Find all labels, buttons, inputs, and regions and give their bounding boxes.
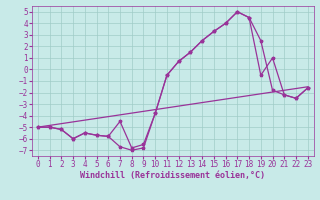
X-axis label: Windchill (Refroidissement éolien,°C): Windchill (Refroidissement éolien,°C)	[80, 171, 265, 180]
